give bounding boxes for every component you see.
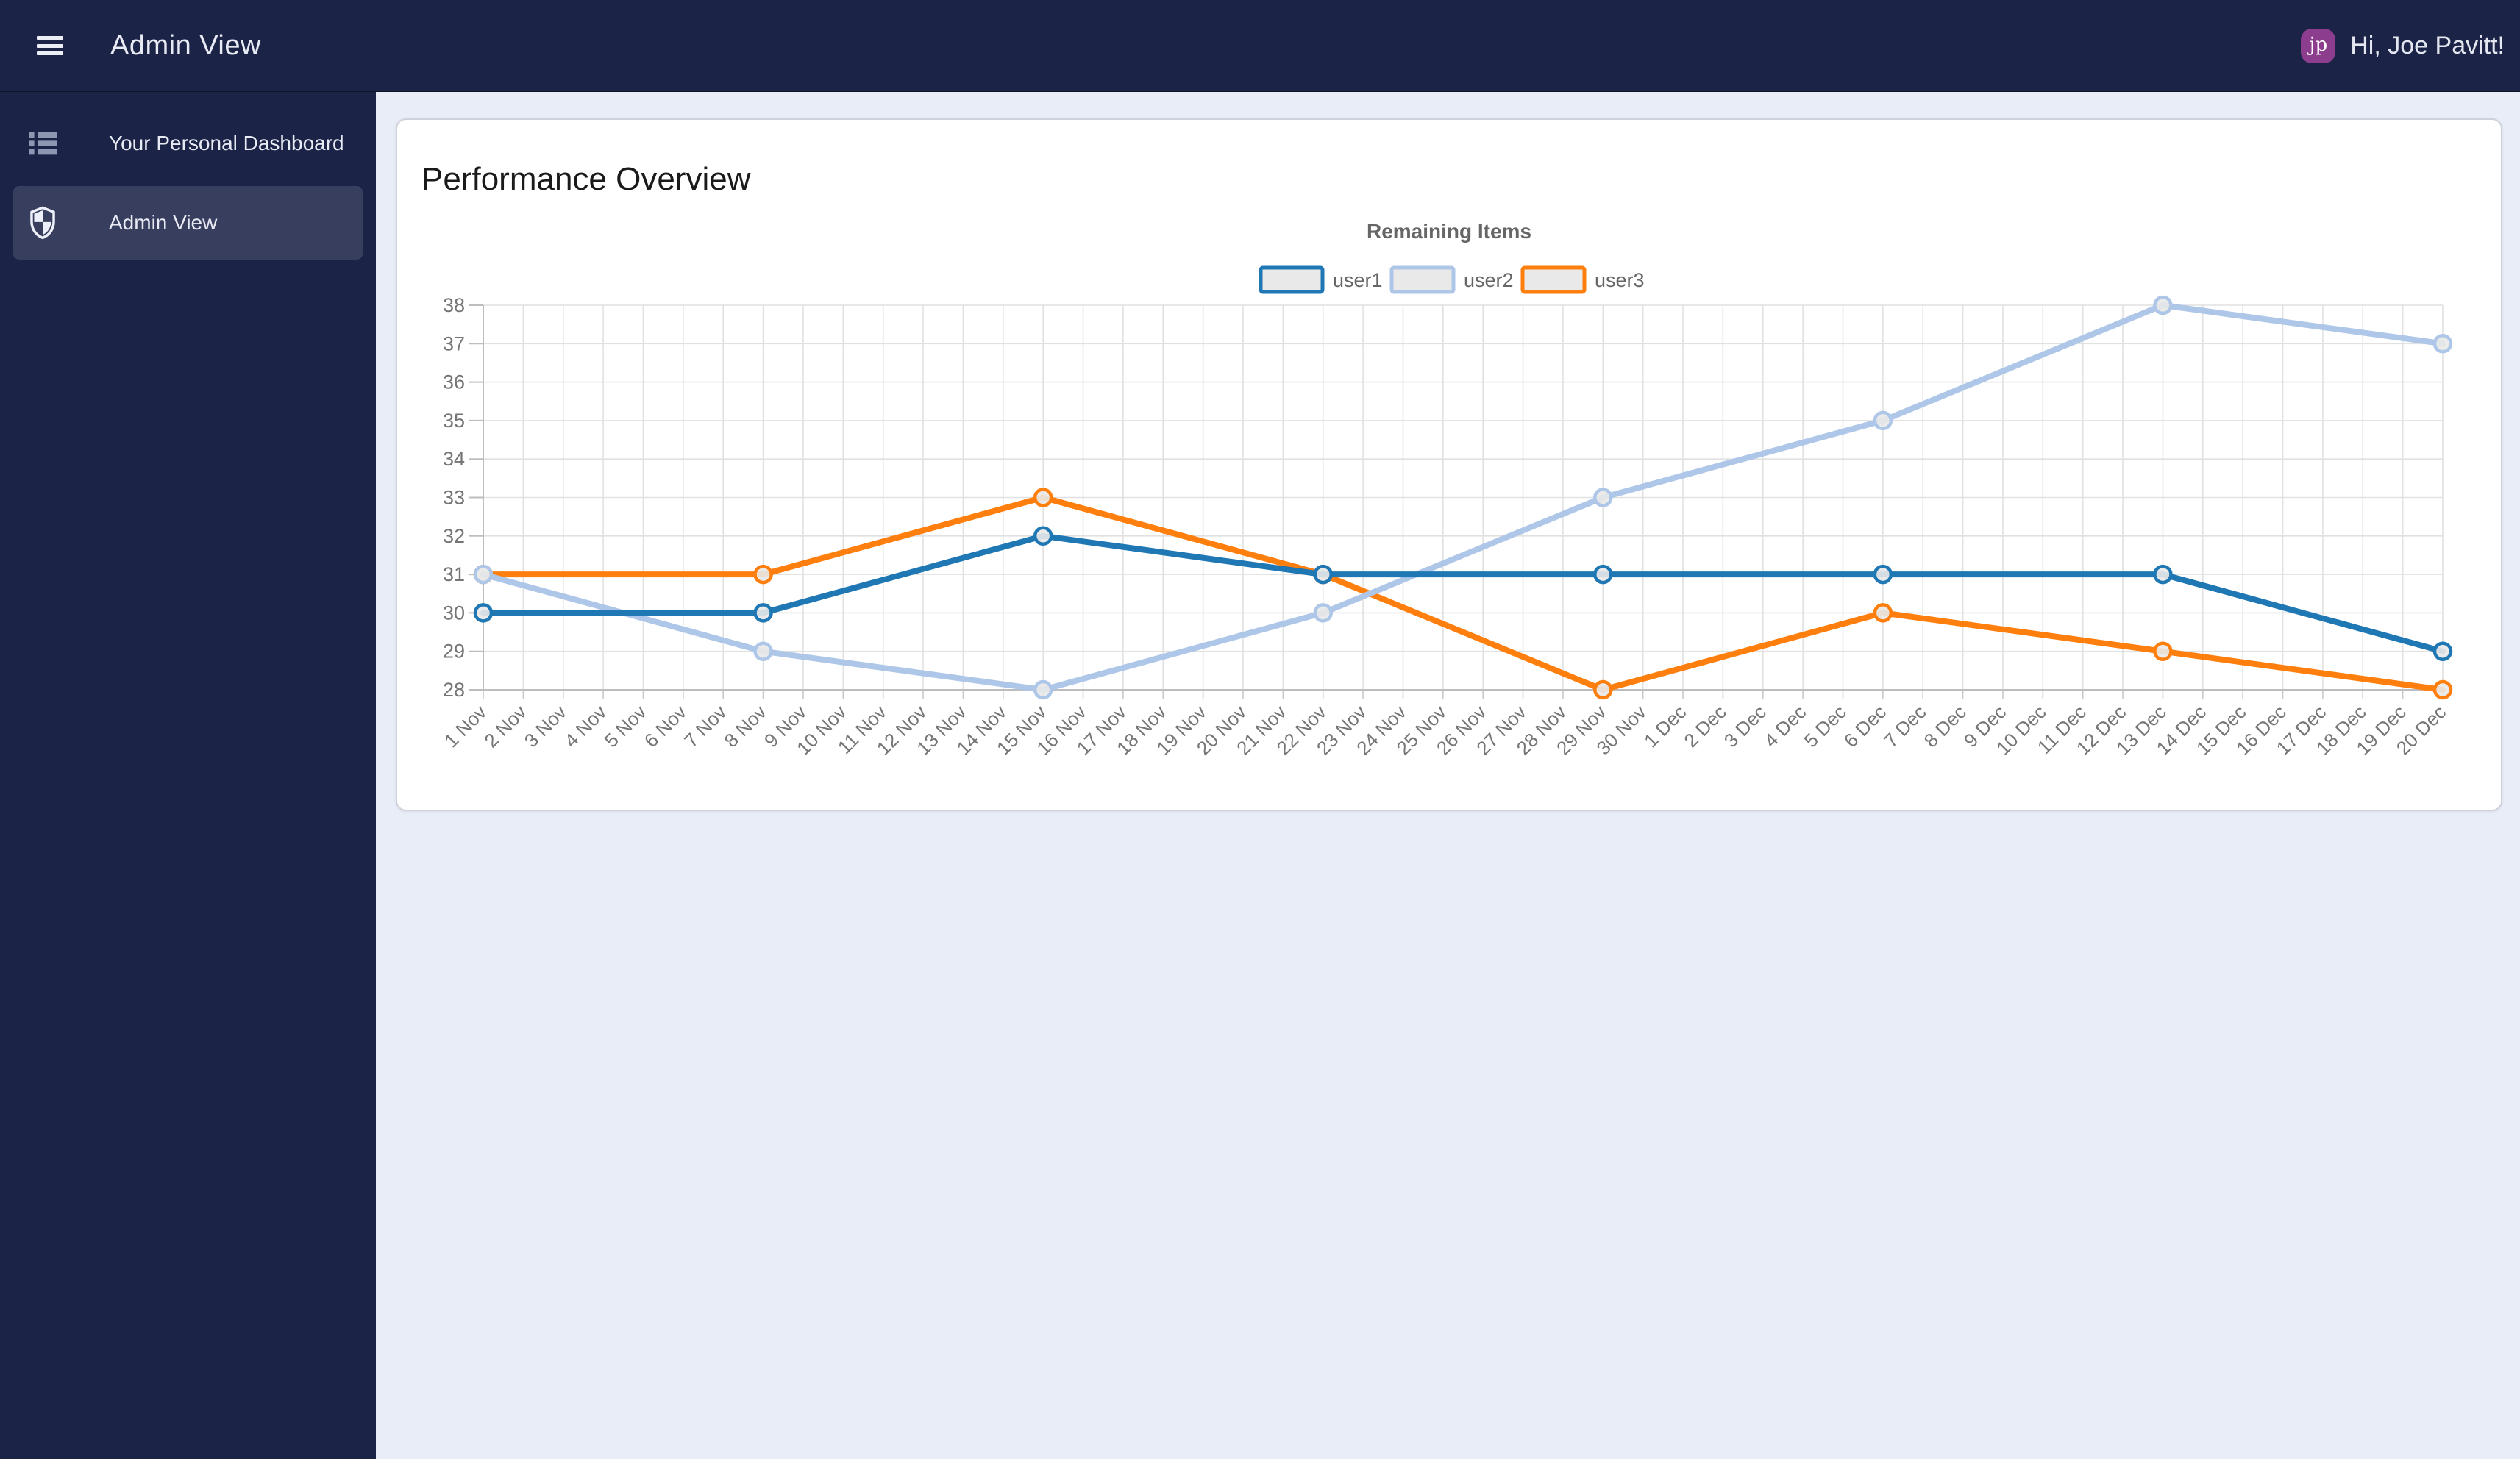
x-axis-label: 8 Dec (1920, 701, 1971, 752)
x-axis-label: 8 Nov (720, 701, 771, 752)
x-axis-label: 7 Dec (1879, 701, 1930, 752)
x-axis-label: 1 Nov (440, 701, 491, 752)
data-point-user2-13-Dec[interactable] (2153, 295, 2173, 315)
legend-label-user1: user1 (1333, 269, 1383, 291)
top-bar: Admin View jp Hi, Joe Pavitt! (0, 0, 2520, 92)
y-axis-label: 35 (443, 410, 465, 432)
x-axis-label: 6 Dec (1840, 701, 1890, 752)
data-point-user2-1-Nov[interactable] (473, 564, 494, 585)
avatar[interactable]: jp (2301, 28, 2336, 63)
y-axis-label: 32 (443, 525, 465, 547)
data-point-user3-6-Dec[interactable] (1873, 603, 1893, 623)
x-axis-label: 5 Nov (599, 701, 650, 752)
data-point-user2-15-Nov[interactable] (1033, 679, 1053, 700)
y-axis-label: 31 (443, 563, 465, 585)
data-point-user1-6-Dec[interactable] (1873, 564, 1893, 585)
y-axis-labels: 28 29 30 31 32 33 34 35 36 37 38 (443, 294, 465, 701)
series-line-user3[interactable] (480, 494, 2446, 693)
legend-swatch-user2 (1389, 265, 1456, 294)
sidebar-item-admin-view[interactable]: Admin View (13, 186, 363, 260)
avatar-initials: jp (2309, 33, 2328, 56)
series-line-user1[interactable] (480, 532, 2446, 654)
data-point-user3-8-Nov[interactable] (753, 564, 773, 585)
hamburger-icon (37, 36, 63, 55)
data-point-user1-1-Nov[interactable] (473, 603, 494, 623)
data-point-user2-8-Nov[interactable] (753, 641, 773, 661)
shield-icon (30, 206, 55, 240)
data-point-user3-15-Nov[interactable] (1033, 488, 1053, 507)
legend-item-user1[interactable]: user1 (1259, 265, 1383, 294)
x-axis-label: 4 Dec (1759, 701, 1810, 752)
user-area: jp Hi, Joe Pavitt! (2301, 28, 2520, 63)
y-axis-label: 30 (443, 602, 465, 624)
data-point-user1-15-Nov[interactable] (1033, 526, 1053, 546)
data-point-user1-29-Nov[interactable] (1593, 564, 1613, 585)
sidebar-item-personal-dashboard[interactable]: Your Personal Dashboard (13, 107, 363, 180)
main-content: Performance Overview 1 Nov 2 Nov 3 Nov 4 No… (376, 92, 2520, 1459)
y-axis-label: 34 (443, 448, 465, 470)
data-point-user2-6-Dec[interactable] (1873, 410, 1893, 431)
data-point-user1-20-Dec[interactable] (2432, 641, 2453, 661)
remaining-items-chart[interactable]: 1 Nov 2 Nov 3 Nov 4 Nov 5 Nov 6 Nov 7 Nov 8 Nov… (397, 215, 2504, 813)
data-point-user1-8-Nov[interactable] (753, 603, 773, 623)
dashboard-list-icon (29, 132, 57, 155)
legend-item-user2[interactable]: user2 (1389, 265, 1514, 294)
performance-card: Performance Overview 1 Nov 2 Nov 3 Nov 4 No… (396, 118, 2502, 811)
legend-label-user3: user3 (1595, 269, 1645, 291)
hamburger-menu-button[interactable] (37, 36, 63, 55)
sidebar-item-label: Admin View (109, 211, 218, 234)
y-axis-label: 28 (443, 679, 465, 701)
card-title: Performance Overview (421, 161, 751, 197)
data-point-user1-22-Nov[interactable] (1313, 564, 1333, 585)
data-point-user1-13-Dec[interactable] (2153, 564, 2173, 585)
x-axis-label: 5 Dec (1799, 701, 1850, 752)
y-axis-label: 33 (443, 487, 465, 509)
data-point-user3-29-Nov[interactable] (1593, 679, 1613, 700)
chart-grid (469, 304, 2444, 699)
y-axis-label: 37 (443, 332, 465, 354)
sidebar: Your Personal Dashboard Admin View (0, 92, 376, 1459)
y-axis-label: 38 (443, 294, 465, 316)
chart-legend: user1 user2 user3 (1259, 265, 1645, 294)
greeting: Hi, Joe Pavitt! (2350, 31, 2505, 60)
data-point-user2-29-Nov[interactable] (1593, 488, 1613, 507)
data-point-user3-20-Dec[interactable] (2432, 679, 2453, 700)
sidebar-item-label: Your Personal Dashboard (109, 132, 344, 154)
series-user3[interactable] (473, 488, 2453, 700)
page-title: Admin View (110, 29, 261, 61)
legend-swatch-user3 (1520, 265, 1587, 294)
legend-swatch-user1 (1259, 265, 1325, 294)
x-axis-label: 4 Nov (560, 701, 611, 752)
data-point-user2-22-Nov[interactable] (1313, 603, 1333, 623)
series-user2[interactable] (473, 295, 2453, 700)
x-axis-label: 7 Nov (680, 701, 730, 752)
series-user1[interactable] (473, 526, 2453, 661)
chart-title: Remaining Items (1367, 220, 1531, 243)
x-axis-label: 1 Dec (1640, 701, 1690, 752)
y-axis-label: 36 (443, 371, 465, 393)
x-axis-label: 2 Nov (480, 701, 530, 752)
series-line-user2[interactable] (480, 302, 2446, 693)
x-axis-label: 6 Nov (640, 701, 691, 752)
x-axis-label: 3 Dec (1720, 701, 1770, 752)
legend-item-user3[interactable]: user3 (1520, 265, 1645, 294)
data-point-user3-13-Dec[interactable] (2153, 641, 2173, 661)
x-axis-label: 2 Dec (1679, 701, 1730, 752)
y-axis-label: 29 (443, 641, 465, 663)
data-point-user2-20-Dec[interactable] (2432, 334, 2453, 354)
x-axis-label: 3 Nov (520, 701, 571, 752)
legend-label-user2: user2 (1464, 269, 1514, 291)
